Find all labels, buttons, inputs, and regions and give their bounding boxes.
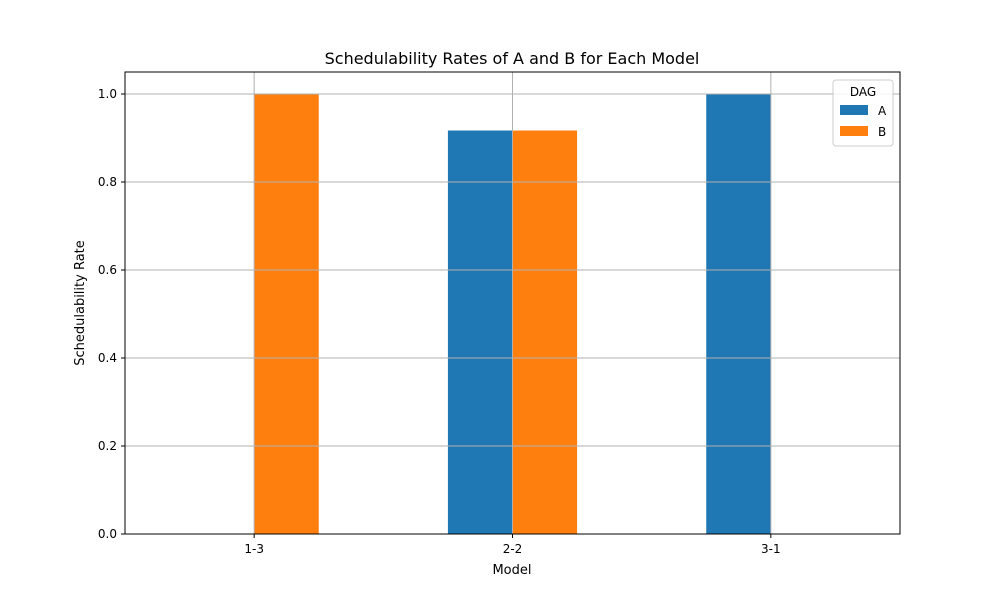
x-tick-label: 2-2: [503, 542, 523, 556]
y-tick-label: 0.4: [98, 351, 117, 365]
bar-A-3-1: [706, 94, 771, 534]
y-tick-label: 1.0: [98, 87, 117, 101]
legend-label-A: A: [878, 104, 887, 118]
y-tick-label: 0.2: [98, 439, 117, 453]
bars: [254, 94, 771, 534]
legend: DAG AB: [832, 79, 894, 147]
y-tick-label: 0.8: [98, 175, 117, 189]
legend-title: DAG: [850, 85, 876, 99]
grid: [125, 72, 900, 535]
x-tick-label: 1-3: [244, 542, 264, 556]
chart-title: Schedulability Rates of A and B for Each…: [325, 49, 700, 68]
axis-ticks: 0.0 0.2 0.4 0.6 0.8 1.0 1-3 2-2 3-1: [98, 87, 781, 556]
bar-B-1-3: [254, 94, 319, 534]
x-tick-label: 3-1: [761, 542, 781, 556]
y-tick-label: 0.6: [98, 263, 117, 277]
legend-swatch-B: [840, 126, 868, 136]
bar-B-2-2: [512, 130, 578, 534]
y-tick-label: 0.0: [98, 527, 117, 541]
x-axis-label: Model: [492, 563, 531, 578]
y-axis-label: Schedulability Rate: [73, 240, 88, 366]
legend-label-B: B: [878, 125, 886, 139]
bar-A-2-2: [447, 130, 513, 534]
legend-swatch-A: [840, 105, 868, 115]
